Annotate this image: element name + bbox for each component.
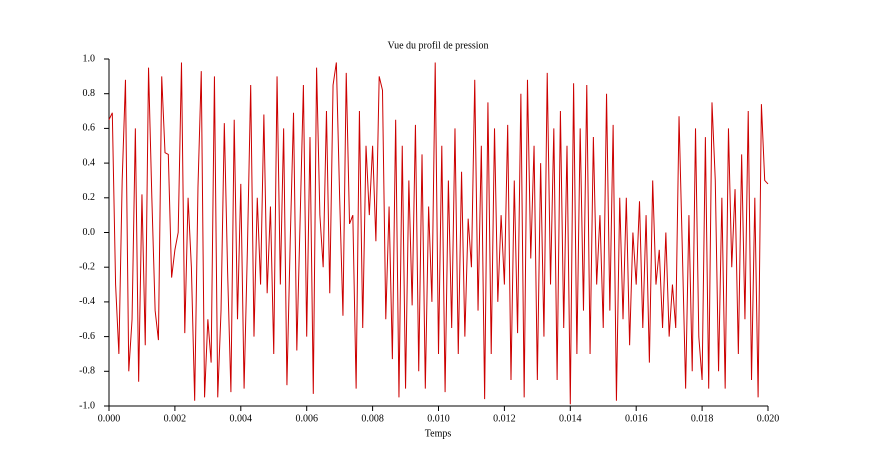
x-tick-label: 0.000 — [98, 413, 121, 424]
x-axis-label: Temps — [425, 428, 452, 439]
y-tick-label: 0.4 — [83, 157, 96, 168]
y-tick-label: -0.4 — [79, 296, 95, 307]
x-tick-label: 0.006 — [295, 413, 318, 424]
x-tick-label: 0.016 — [625, 413, 648, 424]
y-tick-label: 0.0 — [83, 227, 96, 238]
y-tick-label: 0.8 — [83, 88, 96, 99]
y-tick-label: -0.2 — [79, 261, 95, 272]
x-tick-label: 0.004 — [230, 413, 253, 424]
y-tick-label: 1.0 — [83, 53, 96, 64]
y-tick-label: 0.6 — [83, 123, 96, 134]
x-tick-label: 0.020 — [757, 413, 780, 424]
y-tick-label: 0.2 — [83, 192, 96, 203]
x-tick-label: 0.010 — [427, 413, 450, 424]
y-tick-label: -0.8 — [79, 366, 95, 377]
x-tick-label: 0.014 — [559, 413, 582, 424]
x-tick-label: 0.012 — [493, 413, 516, 424]
x-tick-label: 0.008 — [361, 413, 384, 424]
chart-title: Vue du profil de pression — [387, 40, 488, 51]
y-tick-label: -1.0 — [79, 400, 95, 411]
data-line — [108, 62, 769, 405]
y-tick-label: -0.6 — [79, 331, 95, 342]
x-tick-label: 0.018 — [691, 413, 714, 424]
x-tick-label: 0.002 — [164, 413, 187, 424]
